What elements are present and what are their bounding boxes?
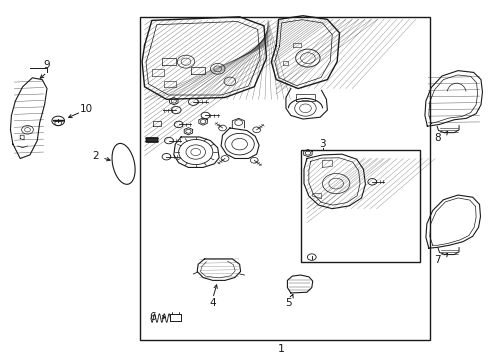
- Text: 5: 5: [285, 298, 291, 308]
- Text: 1: 1: [277, 343, 284, 354]
- Text: 3: 3: [319, 139, 325, 149]
- Text: 6: 6: [149, 312, 156, 322]
- Text: 9: 9: [43, 60, 50, 70]
- Text: 2: 2: [92, 150, 99, 161]
- Text: 10: 10: [80, 104, 92, 114]
- Text: 8: 8: [433, 133, 440, 143]
- Text: 7: 7: [433, 255, 440, 265]
- Bar: [300, 149, 419, 262]
- Text: 4: 4: [209, 298, 216, 308]
- Bar: [140, 17, 429, 339]
